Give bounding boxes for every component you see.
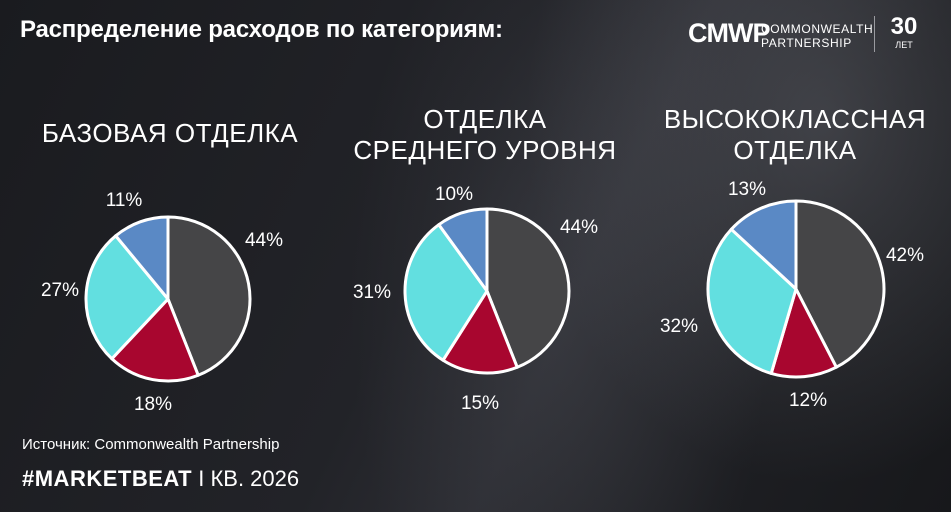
pie-slice-basic-cyan	[84, 234, 170, 361]
data-label-premium-dark-gray: 42%	[886, 245, 924, 266]
logo-line-1: COMMONWEALTH	[761, 22, 874, 36]
pie-slice-medium-cyan	[403, 223, 489, 362]
data-label-premium-steel-blue: 13%	[728, 179, 766, 200]
data-label-medium-cyan: 31%	[353, 282, 391, 303]
pie-slice-basic-steel-blue	[114, 215, 170, 301]
logo-wordmark: COMMONWEALTH PARTNERSHIP	[761, 22, 873, 50]
footer-period: КВ. 2026	[210, 466, 300, 491]
data-label-basic-cyan: 27%	[41, 280, 79, 301]
page-title: Распределение расходов по категориям:	[20, 16, 503, 43]
data-label-basic-steel-blue: 11%	[106, 190, 143, 211]
data-label-medium-steel-blue: 10%	[435, 184, 473, 205]
anniversary-number: 30	[890, 13, 918, 40]
pie-slice-premium-cyan	[706, 227, 798, 375]
anniversary-word: ЛЕТ	[895, 40, 913, 50]
footer-separator: I	[198, 466, 205, 491]
data-label-premium-cyan: 32%	[660, 316, 698, 337]
anniversary-badge: 30 ЛЕТ	[884, 13, 924, 51]
data-label-basic-crimson: 18%	[134, 394, 172, 415]
pie-slice-medium-dark-gray	[485, 207, 571, 369]
data-label-medium-dark-gray: 44%	[560, 217, 598, 238]
source-note: Источник: Commonwealth Partnership	[22, 436, 280, 453]
pie-chart-medium	[403, 207, 571, 375]
logo-mark-text: CMWP	[688, 18, 770, 48]
chart-title-premium: ВЫСОКОКЛАССНАЯ ОТДЕЛКА	[663, 104, 927, 165]
data-label-basic-dark-gray: 44%	[245, 230, 283, 251]
pie-slice-premium-steel-blue	[729, 199, 798, 291]
data-label-medium-crimson: 15%	[461, 393, 499, 414]
logo-line-2: PARTNERSHIP	[761, 36, 852, 50]
company-logo: CMWP COMMONWEALTH PARTNERSHIP 30 ЛЕТ	[688, 14, 938, 54]
footer-brand-name: #MARKETBEAT	[22, 466, 193, 491]
chart-title-basic: БАЗОВАЯ ОТДЕЛКА	[41, 118, 299, 148]
footer-brand: #MARKETBEAT I КВ. 2026	[22, 466, 299, 492]
pie-slice-premium-dark-gray	[794, 199, 886, 369]
pie-slice-medium-crimson	[441, 289, 519, 375]
pie-slice-medium-steel-blue	[437, 207, 489, 293]
pie-chart-basic	[84, 215, 252, 383]
pie-chart-premium	[706, 199, 886, 379]
pie-slice-basic-crimson	[110, 297, 200, 383]
logo-mark: CMWP	[688, 18, 770, 49]
chart-title-medium: ОТДЕЛКА СРЕДНЕГО УРОВНЯ	[353, 104, 617, 165]
pie-slice-basic-dark-gray	[166, 215, 252, 377]
data-label-premium-crimson: 12%	[789, 390, 827, 411]
logo-divider	[874, 16, 875, 52]
